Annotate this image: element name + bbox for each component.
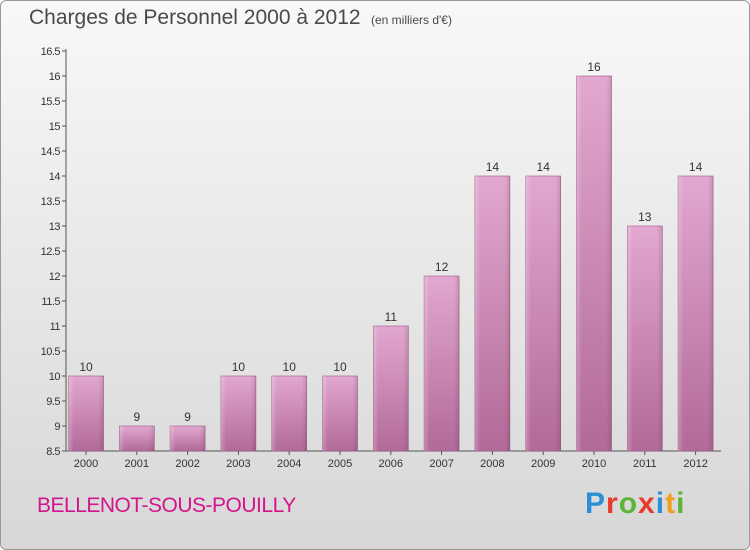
logo-letter: i [655,487,666,520]
x-tick-label-2007: 2007 [429,458,453,470]
x-tick-label-2000: 2000 [74,458,98,470]
bar-shade-2008 [474,176,510,451]
y-tick-label: 9 [54,421,60,433]
chart-subtitle: (en milliers d'€) [371,13,452,27]
data-label-2003: 10 [232,360,246,374]
logo-letter: o [618,487,639,520]
bar-shade-2011 [627,226,663,451]
y-tick-label: 16 [49,71,61,83]
logo-letter: t [665,487,677,520]
data-label-2004: 10 [283,360,297,374]
bar-shade-2010 [576,76,612,451]
x-tick-label-2005: 2005 [328,458,352,470]
x-tick-label-2004: 2004 [277,458,301,470]
bar-shade-2006 [373,326,409,451]
x-tick-label-2011: 2011 [633,458,657,470]
bar-shade-2003 [220,376,256,451]
logo-letter: i [676,487,686,520]
bar-shade-2012 [678,176,714,451]
logo-letter: r [606,487,619,520]
y-tick-label: 15 [49,121,61,133]
bar-shade-2009 [525,176,561,451]
data-label-2008: 14 [486,160,500,174]
y-tick-label: 9.5 [46,396,60,408]
bar-shade-2001 [119,426,155,451]
y-tick-label: 11.5 [41,296,60,308]
y-tick-label: 13 [49,221,61,233]
y-tick-label: 10.5 [41,346,61,358]
y-tick-label: 14 [49,171,61,183]
data-label-2007: 12 [435,260,449,274]
y-tick-label: 11 [50,321,61,333]
commune-name: BELLENOT-SOUS-POUILLY [37,494,296,517]
data-label-2006: 11 [385,310,398,324]
y-tick-label: 8.5 [46,446,60,458]
logo-letter: x [638,487,656,520]
bar-layer [68,75,714,452]
label-layer: 10 2000 9 2001 9 2002 10 2003 10 2004 10 2005 11 2006… [74,60,708,470]
data-label-2000: 10 [79,360,93,374]
y-tick-label: 14.5 [41,146,61,158]
bar-shade-2004 [271,376,307,451]
chart-title: Charges de Personnel 2000 à 2012 [29,6,361,29]
data-label-2005: 10 [333,360,347,374]
bar-shade-2002 [170,426,206,451]
y-tick-label: 16.5 [41,46,61,58]
x-tick-label-2009: 2009 [531,458,555,470]
x-tick-label-2003: 2003 [226,458,250,470]
data-label-2002: 9 [184,410,191,424]
y-tick-label: 10 [49,371,61,383]
x-tick-label-2001: 2001 [125,458,149,470]
y-tick-label: 15.5 [41,96,61,108]
y-tick-label: 13.5 [41,196,61,208]
y-tick-label: 12 [49,271,61,283]
y-tick-label: 12.5 [41,246,61,258]
data-label-2012: 14 [689,160,703,174]
bar-shade-2000 [68,376,104,451]
data-label-2011: 13 [638,210,652,224]
x-tick-label-2006: 2006 [379,458,403,470]
bar-shade-2005 [322,376,358,451]
data-label-2001: 9 [133,410,140,424]
proxiti-logo[interactable]: Proxiti [585,487,685,521]
x-tick-label-2012: 2012 [683,458,707,470]
x-tick-label-2002: 2002 [175,458,199,470]
logo-letter: P [585,487,607,520]
x-tick-label-2010: 2010 [582,458,606,470]
data-label-2009: 14 [537,160,551,174]
bar-shade-2007 [424,276,460,451]
x-tick-label-2008: 2008 [480,458,504,470]
data-label-2010: 16 [587,60,601,74]
